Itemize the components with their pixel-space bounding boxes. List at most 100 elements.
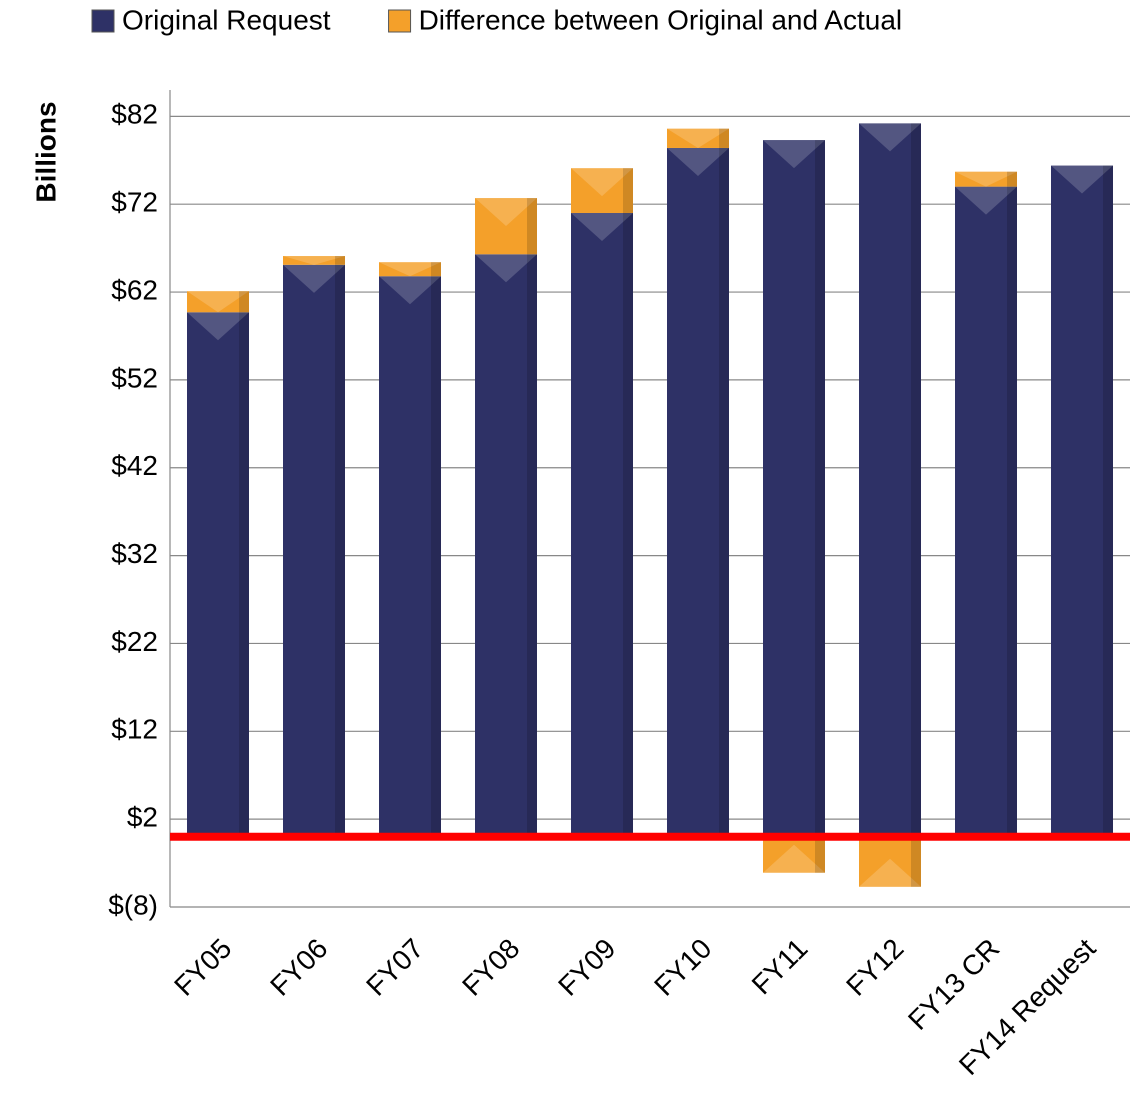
x-tick-label: FY07: [360, 933, 429, 1002]
bar-shade: [623, 212, 633, 837]
bar-bevel: [667, 128, 729, 148]
bar: [571, 212, 633, 837]
bar-bevel: [571, 212, 633, 241]
x-tick-label: FY09: [552, 933, 621, 1002]
bar-shade: [815, 140, 825, 837]
bar-bevel: [379, 262, 441, 277]
legend-label: Difference between Original and Actual: [419, 4, 903, 35]
bar-shade: [527, 198, 537, 255]
x-tick-label: FY11: [746, 933, 814, 1001]
x-tick-label: FY06: [264, 933, 333, 1002]
bar-segment: [475, 198, 537, 255]
bar: [187, 312, 249, 837]
bar-shade: [1007, 186, 1017, 837]
bar: [571, 168, 633, 213]
bar-segment: [187, 291, 249, 313]
x-tick-label: FY12: [840, 933, 909, 1002]
y-axis-label: Billions: [30, 101, 61, 202]
y-tick-label: $32: [111, 538, 158, 569]
bar: [1051, 165, 1113, 837]
bar: [955, 171, 1017, 187]
x-tick-label: FY05: [168, 933, 237, 1002]
bar-segment: [667, 128, 729, 148]
bar-segment: [763, 140, 825, 837]
bar-segment: [283, 256, 345, 265]
bar-shade: [815, 836, 825, 873]
y-tick-label: $52: [111, 362, 158, 393]
bar-bevel: [859, 123, 921, 152]
bar-segment: [187, 312, 249, 837]
legend-label: Original Request: [122, 4, 331, 35]
bar-bevel: [475, 198, 537, 227]
y-tick-label: $12: [111, 714, 158, 745]
bar-bevel: [379, 276, 441, 305]
bar-shade: [1007, 171, 1017, 187]
y-tick-label: $22: [111, 626, 158, 657]
bar-bevel: [859, 858, 921, 887]
bar-bevel: [571, 168, 633, 197]
y-tick-label: $62: [111, 274, 158, 305]
y-tick-label: $72: [111, 187, 158, 218]
legend-swatch: [388, 9, 412, 33]
bar: [859, 123, 921, 837]
bar-bevel: [283, 256, 345, 265]
bar: [955, 186, 1017, 837]
x-tick-label: FY08: [456, 933, 525, 1002]
bar-shade: [335, 264, 345, 837]
bar-shade: [719, 147, 729, 837]
bar-shade: [623, 168, 633, 213]
bar-segment: [571, 212, 633, 837]
bar-segment: [859, 123, 921, 837]
bar-segment: [475, 254, 537, 837]
bar-segment: [859, 836, 921, 887]
bar-bevel: [187, 312, 249, 341]
bar-bevel: [1051, 165, 1113, 194]
bar: [667, 128, 729, 148]
bar-bevel: [763, 844, 825, 873]
y-tick-label: $(8): [108, 889, 158, 920]
bar-shade: [431, 276, 441, 837]
bar: [859, 836, 921, 887]
bar: [763, 836, 825, 873]
x-tick-label: FY13 CR: [902, 933, 1005, 1036]
bar-bevel: [667, 147, 729, 176]
bar-shade: [911, 836, 921, 887]
x-tick-label: FY10: [648, 933, 717, 1002]
bar-shade: [239, 291, 249, 313]
bar-bevel: [955, 171, 1017, 187]
bar: [667, 147, 729, 837]
bar: [475, 254, 537, 837]
bar-bevel: [763, 140, 825, 169]
bar-shade: [239, 312, 249, 837]
bar-shade: [719, 128, 729, 148]
bar-segment: [763, 836, 825, 873]
bar-bevel: [187, 291, 249, 313]
y-tick-label: $82: [111, 99, 158, 130]
bar: [379, 276, 441, 837]
bar-segment: [955, 171, 1017, 187]
bar-bevel: [283, 264, 345, 293]
bar: [475, 198, 537, 255]
y-tick-label: $42: [111, 450, 158, 481]
bar: [283, 256, 345, 265]
bar-segment: [1051, 165, 1113, 837]
bar-bevel: [475, 254, 537, 283]
bar-segment: [379, 262, 441, 277]
bar-segment: [379, 276, 441, 837]
bar-segment: [955, 186, 1017, 837]
y-tick-label: $2: [127, 802, 158, 833]
bar: [283, 264, 345, 837]
bar-shade: [911, 123, 921, 837]
bar-shade: [431, 262, 441, 277]
bar-shade: [335, 256, 345, 265]
legend-swatch: [91, 9, 115, 33]
bar-segment: [571, 168, 633, 213]
bar-shade: [527, 254, 537, 837]
bar-shade: [1103, 165, 1113, 837]
bar: [187, 291, 249, 313]
bar-segment: [283, 264, 345, 837]
bar: [379, 262, 441, 277]
bar-segment: [667, 147, 729, 837]
bar-bevel: [955, 186, 1017, 215]
